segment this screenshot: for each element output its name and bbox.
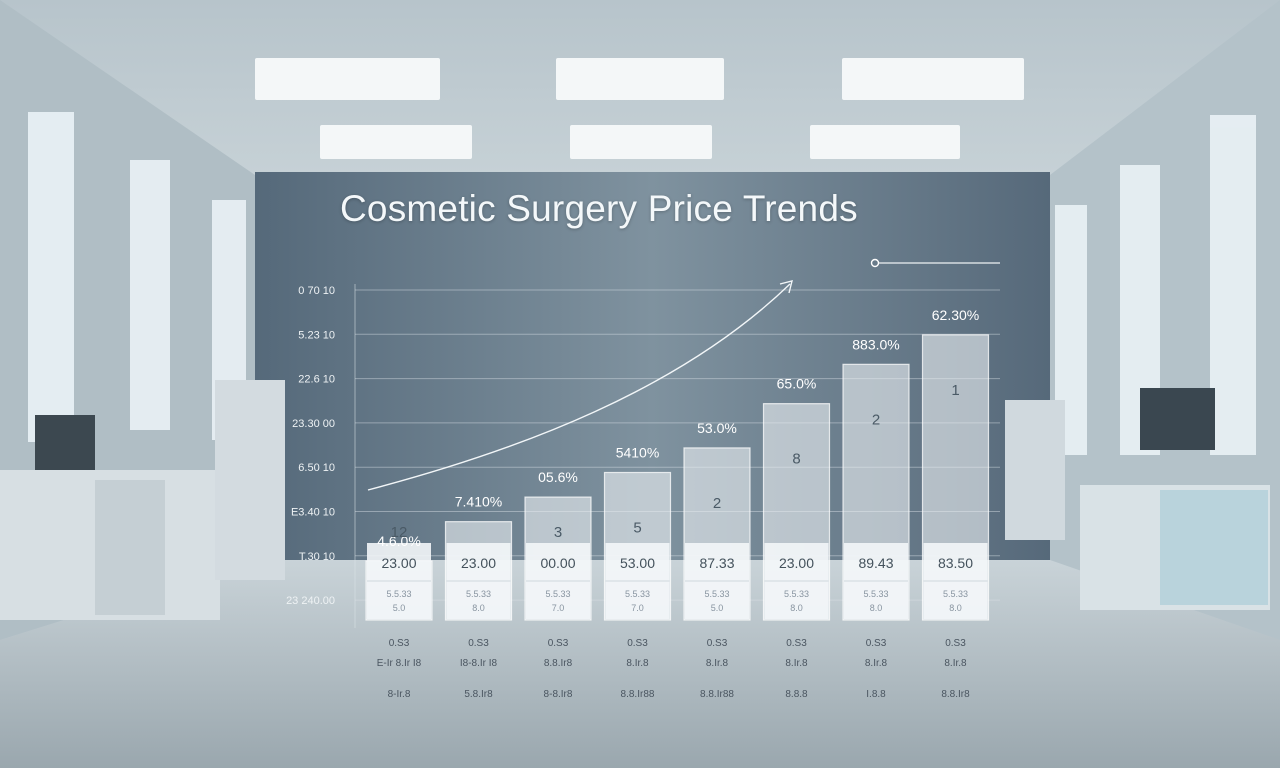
x-label: 0.S3 [945,638,966,649]
trend-arrow-head [779,280,793,294]
bar-percent-label: 5410% [616,445,660,461]
y-tick-label: 22.6 10 [298,374,335,386]
y-tick-label: 23 240.00 [286,595,335,607]
x-label: 8.Ir.8 [706,658,729,669]
y-tick-label: 0 70 10 [298,285,335,297]
bar-sub-label: 7.0 [552,603,565,613]
bar-value-label: 23.00 [461,555,496,571]
x-label: 8.8.Ir8 [941,689,970,700]
bar-percent-label: 65.0% [777,376,817,392]
x-label: 8.8.Ir8 [544,658,573,669]
bar-value-label: 89.43 [858,555,893,571]
bar-sub-label: 8.0 [790,603,803,613]
bar-inside-label: 5 [633,520,641,537]
bar-inside-label: 1 [951,382,959,399]
bar-sub-label: 5.5.33 [386,589,411,599]
x-label: E-Ir 8.Ir I8 [377,658,422,669]
x-label: 5.8.Ir8 [464,689,493,700]
bar-inside-label: 2 [872,411,880,428]
bar-sub-label: 5.5.33 [863,589,888,599]
bar-sub-label: 7.0 [631,603,644,613]
x-label: 8.8.8 [785,689,808,700]
x-label: 0.S3 [468,638,489,649]
y-tick-label: 6.50 10 [298,462,335,474]
bar-sub-label: 8.0 [472,603,485,613]
x-label: 0.S3 [707,638,728,649]
bar-percent-label: 05.6% [538,469,578,485]
bar-value-label: 83.50 [938,555,973,571]
x-label: 0.S3 [389,638,410,649]
x-label: 8.8.Ir88 [621,689,655,700]
bar-sub-label: 5.5.33 [466,589,491,599]
bar-percent-label: 62.30% [932,307,979,323]
y-tick-label: 23.30 00 [292,418,335,430]
bar-percent-label: 53.0% [697,420,737,436]
bar-percent-label: 7.410% [455,494,502,510]
y-tick-label: 5.23 10 [298,329,335,341]
bar-inside-label: 2 [713,495,721,512]
bar-sub-label: 5.0 [711,603,724,613]
x-label: I.8.8 [866,689,886,700]
bar-inside-label: 12 [391,524,408,541]
bar-sub-label: 8.0 [949,603,962,613]
x-label: 8.8.Ir88 [700,689,734,700]
bar-sub-label: 5.5.33 [943,589,968,599]
x-label: 8.Ir.8 [865,658,888,669]
x-label: 8.Ir.8 [785,658,808,669]
bar-value-label: 23.00 [381,555,416,571]
bar-sub-label: 5.5.33 [784,589,809,599]
x-label: 8.Ir.8 [626,658,649,669]
bar-sub-label: 5.5.33 [545,589,570,599]
x-label: 8.Ir.8 [944,658,967,669]
bar-sub-label: 5.5.33 [704,589,729,599]
x-label: 0.S3 [548,638,569,649]
bar-value-label: 00.00 [540,555,575,571]
x-label: 8-8.Ir8 [544,689,573,700]
x-label: I8-8.Ir I8 [460,658,498,669]
bar-inside-label: 8 [792,451,800,468]
bar-percent-label: 4.6.0% [377,533,421,549]
bar-sub-label: 5.5.33 [625,589,650,599]
bar-value-label: 87.33 [699,555,734,571]
bar-sub-label: 5.0 [393,603,406,613]
bar-value-label: 23.00 [779,555,814,571]
x-label: 0.S3 [866,638,887,649]
x-label: 0.S3 [627,638,648,649]
y-tick-label: E3.40 10 [291,507,335,519]
legend-marker [870,258,880,268]
bar-percent-label: 883.0% [852,336,899,352]
trend-arrow [367,283,791,491]
y-tick-label: T.30 10 [299,551,335,563]
bar-inside-label: 3 [554,524,562,541]
ceiling-lights [255,58,1024,159]
chart-title: Cosmetic Surgery Price Trends [340,188,858,229]
x-label: 8-Ir.8 [388,689,411,700]
bar-sub-label: 8.0 [870,603,883,613]
bar-value-label: 53.00 [620,555,655,571]
x-label: 0.S3 [786,638,807,649]
